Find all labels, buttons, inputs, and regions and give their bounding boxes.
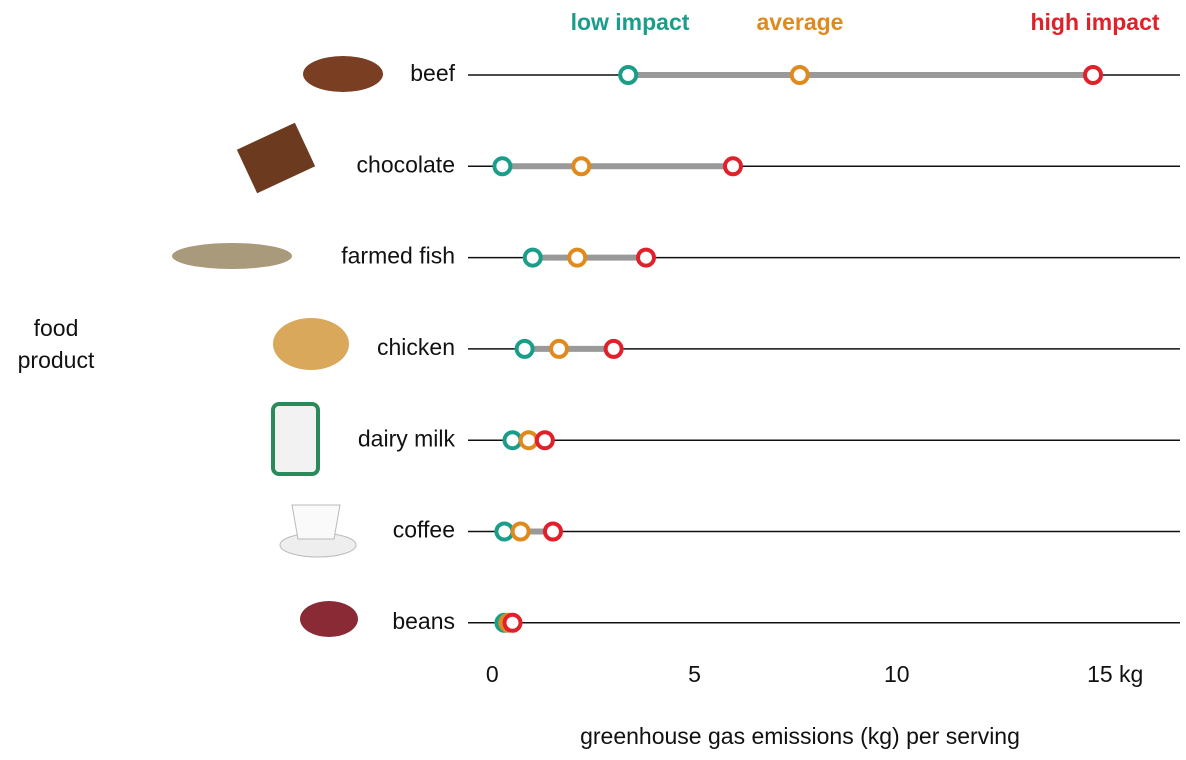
chart: greenhouse gas emissions (kg) per servin… [0,0,1186,755]
category-label: dairy milk [358,425,456,451]
dot [620,67,636,83]
dot [513,524,529,540]
icons [172,56,383,637]
category-label: coffee [393,517,455,543]
page: {"chart_data": {"type": "dotrange", "x_l… [0,0,1186,755]
chicken-icon [273,318,349,370]
dot [792,67,808,83]
dot [545,524,561,540]
dot [1085,67,1101,83]
dot [573,158,589,174]
chocolate-icon [237,123,315,194]
category-label: beans [392,608,455,634]
legend-label: high impact [1030,9,1159,35]
dot [551,341,567,357]
x-tick-label: 10 [884,661,910,687]
dot [525,250,541,266]
bean-icon [300,601,358,637]
dot [537,432,553,448]
legend-label: average [757,9,844,35]
dot [505,615,521,631]
milk-icon [273,404,318,474]
x-tick-label: 15 kg [1087,661,1143,687]
x-tick-label: 5 [688,661,701,687]
dot [638,250,654,266]
category-label: chocolate [357,151,455,177]
category-label: chicken [377,334,455,360]
dot [521,432,537,448]
dot [606,341,622,357]
dot [505,432,521,448]
fish-icon [172,243,292,269]
x-tick-label: 0 [486,661,499,687]
dot [517,341,533,357]
beef-icon [303,56,383,92]
dot [725,158,741,174]
category-label: beef [410,60,455,86]
legend-label: low impact [571,9,690,35]
y-axis-label: food product [0,312,112,376]
cup-icon [292,505,340,539]
dot [496,524,512,540]
dot [569,250,585,266]
dot [494,158,510,174]
x-axis-label: greenhouse gas emissions (kg) per servin… [580,723,1020,749]
category-label: farmed fish [341,243,455,269]
